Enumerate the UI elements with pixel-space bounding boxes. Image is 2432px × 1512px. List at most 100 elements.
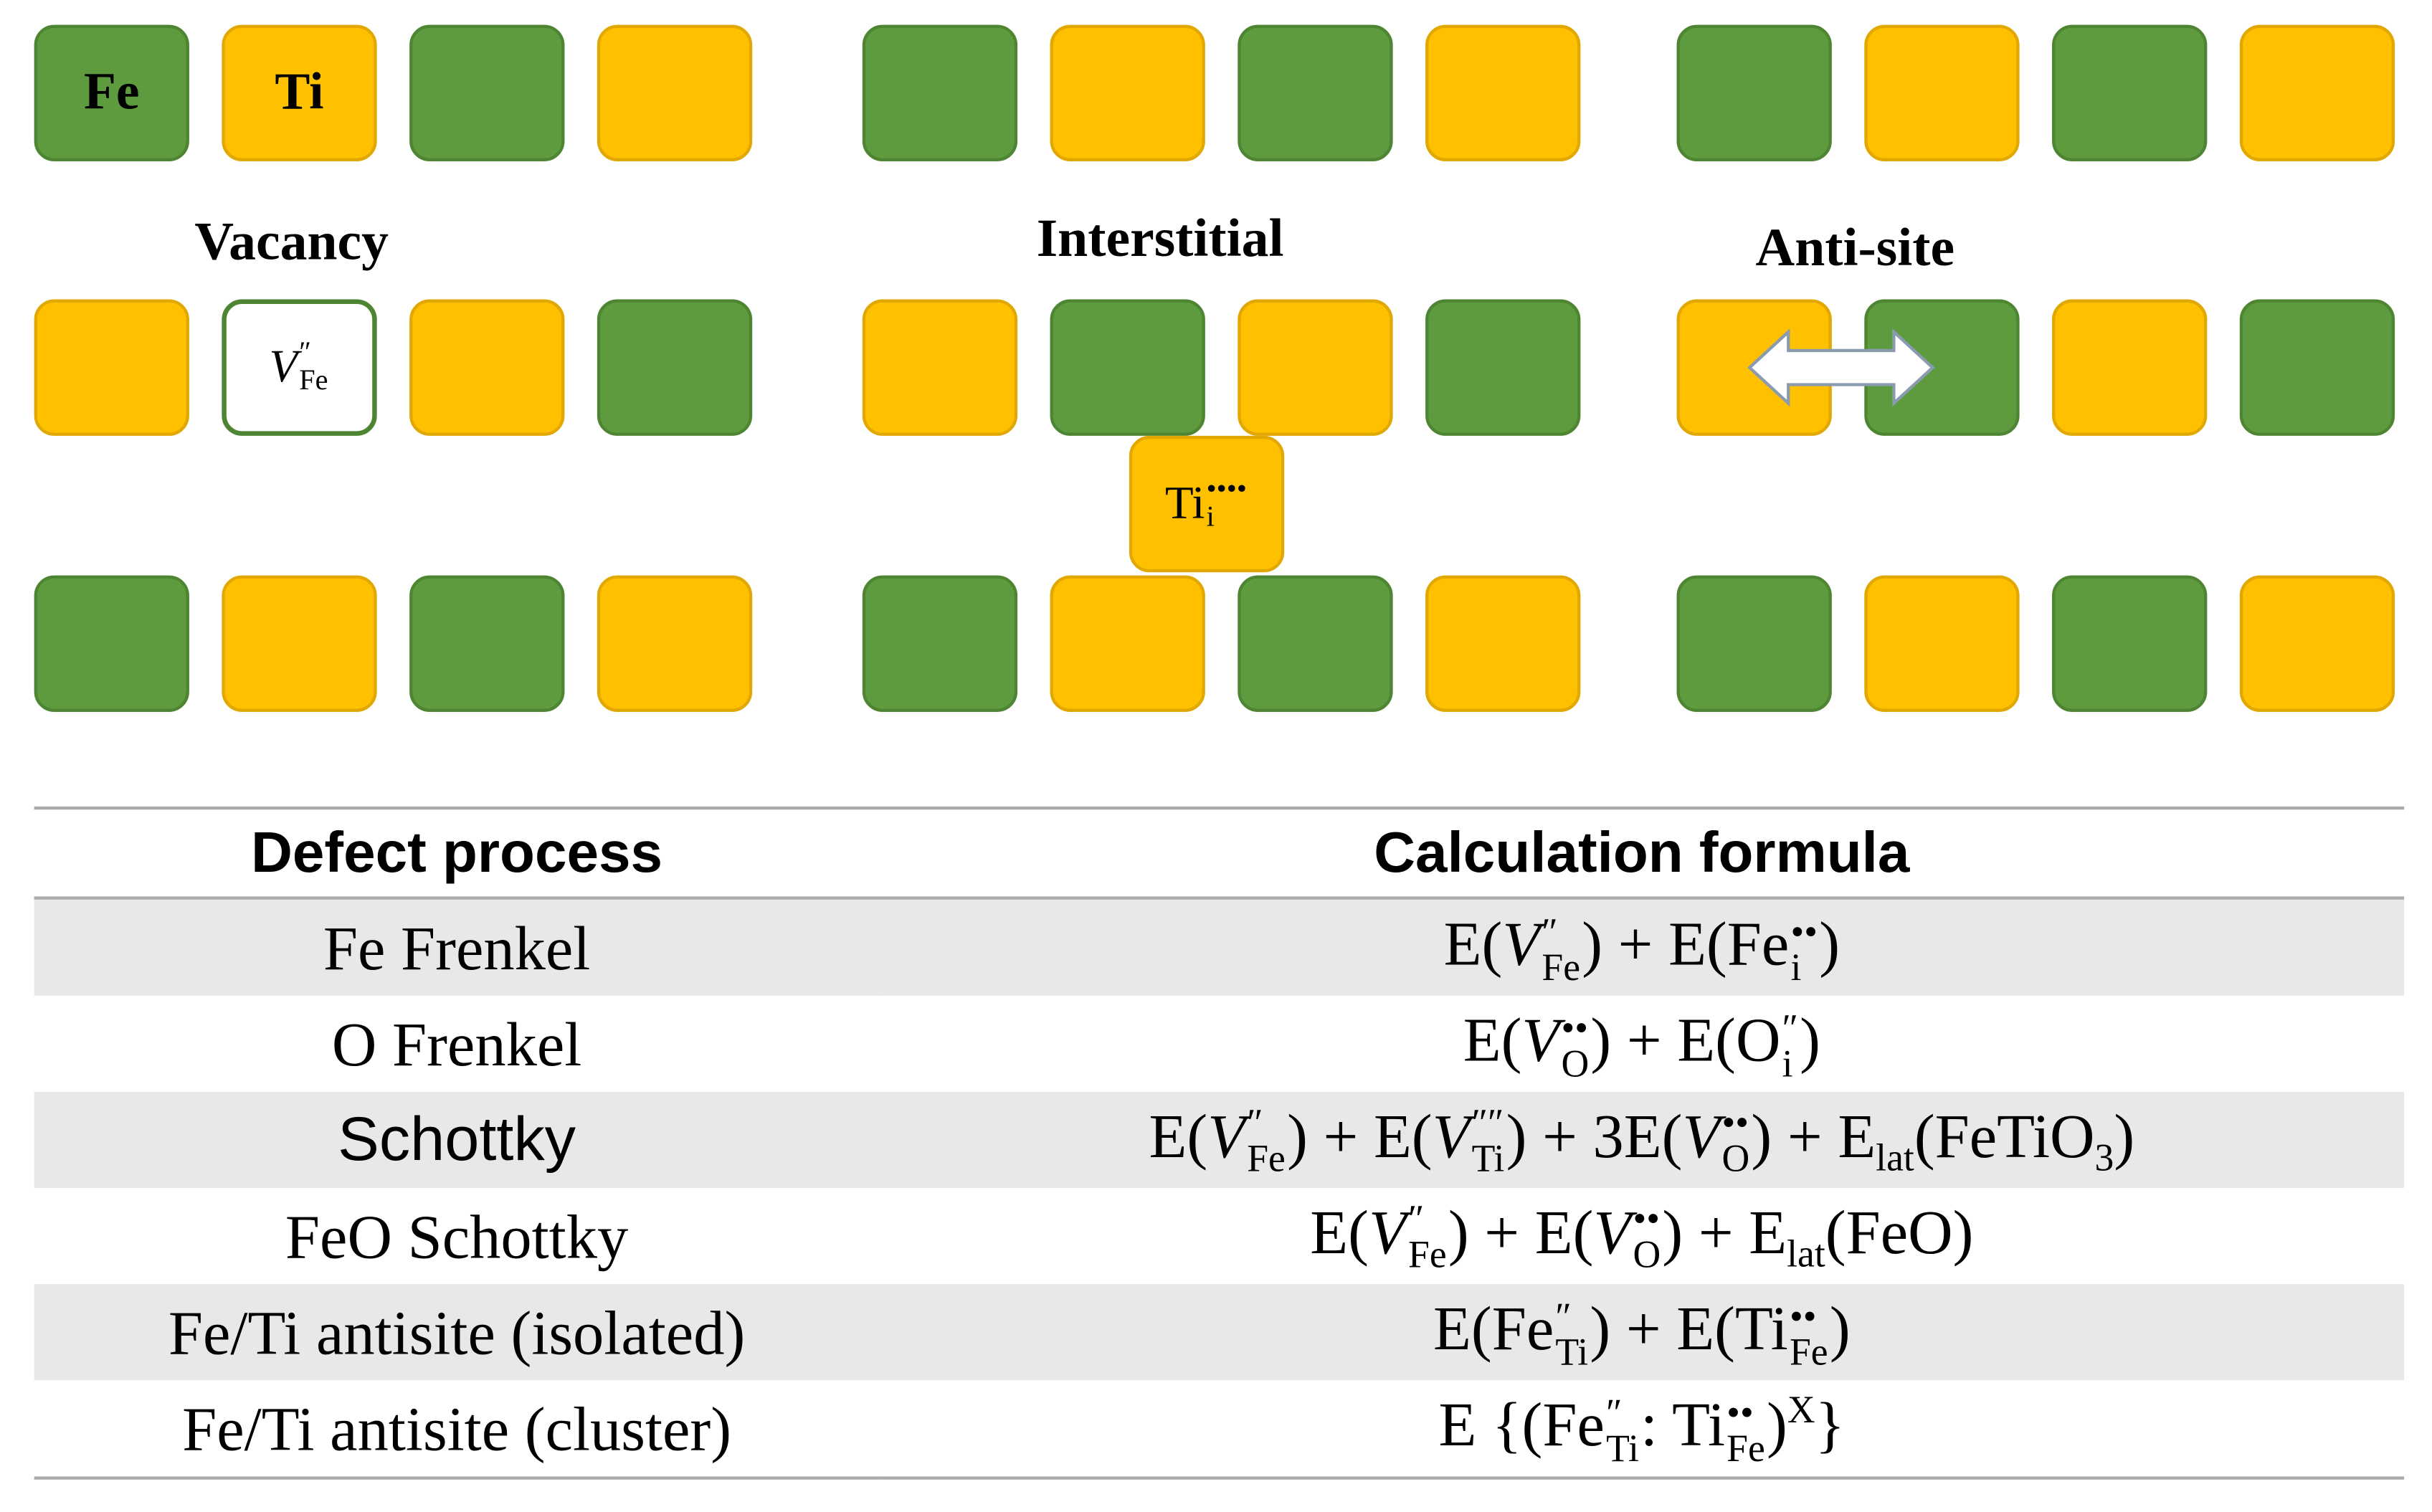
formula-subscript: lat [1876,1137,1914,1179]
table-row: Fe/Ti antisite (cluster) E {(Fe ″ Ti: Ti •• F… [34,1380,2405,1478]
formula-subscript: Ti [1471,1138,1505,1181]
calculation-formula: E(V ″ Fe) + E(Fe •• i) [879,898,2405,996]
lattice-site [1050,575,1205,712]
defect-process: Fe/Ti antisite (cluster) [182,1393,732,1464]
formula-subscript: Fe [1789,1332,1828,1374]
lattice-site [409,24,565,161]
lattice-site [2239,24,2395,161]
lattice-site [409,299,565,436]
lattice-site [1425,299,1581,436]
table-row: Fe/Ti antisite (isolated) E(Fe ″ Ti) + E(Ti… [34,1284,2405,1381]
lattice-site [1050,299,1205,436]
formula-superscript: ″ [1408,1199,1425,1241]
header-cell: Defect process [34,808,880,900]
formula-text: (FeO) [1825,1197,1974,1267]
lattice-site [34,299,189,436]
formula-symbol: V [1368,1197,1407,1267]
formula-stack: •• i [1790,911,1818,990]
formula-text: ) [1800,1005,1820,1075]
formula-stack: ″ Fe [1408,1199,1447,1278]
formula-text: : Ti [1640,1389,1725,1460]
lattice-site: V ″ Fe [222,299,377,436]
formula-symbol: V [1207,1100,1246,1171]
formula-superscript: ″ [1606,1392,1623,1435]
formula-symbol: V [1682,1100,1721,1171]
lattice-site [1050,24,1205,161]
lattice-site: Fe [34,24,189,161]
ti-label: Ti [275,63,324,121]
interstitial-site: Ti •••• i [1129,435,1285,573]
table-row: FeO Schottky E(V ″ Fe) + E(V •• O) + Elat(FeO… [34,1188,2405,1284]
formula-subscript: Ti [1606,1428,1639,1471]
calculation-formula: E(V •• O) + E(O ″ i) [880,996,2405,1092]
lattice-site [862,575,1018,712]
formula-text: ) [1829,1293,1851,1364]
formula-text: E( [1463,1005,1522,1075]
formula-text: ) + E [1662,1197,1787,1267]
formula-superscript: •• [1790,911,1818,954]
lattice-site [222,575,377,712]
formula-text: ) + E(Fe [1582,909,1790,979]
formula-stack: ″ Fe [299,337,328,395]
formula-superscript: •••• [1206,473,1247,506]
formula-superscript: •• [1721,1102,1749,1145]
arrow-shape [1747,328,1935,407]
formula-superscript: ″ [1542,911,1558,954]
lattice-site [597,24,753,161]
formula-text: ) + E(Ti [1590,1293,1788,1364]
formula-subscript: i [1790,948,1802,990]
formula-text: ) + E [1751,1100,1876,1171]
lattice-site [1864,575,2020,712]
formula-stack: ″″ Ti [1471,1105,1505,1181]
formula-subscript: 3 [2094,1137,2114,1179]
interstitial-label: Interstitial [1036,207,1284,269]
fe-label: Fe [83,63,140,121]
formula-superscript: ″ [299,337,311,370]
formula-superscript: •• [1561,1007,1589,1050]
lattice-site [2052,24,2208,161]
formula-symbol: V [1521,1005,1560,1075]
formula-symbol: V [1502,909,1541,979]
table-row: Fe Frenkel E(V ″ Fe) + E(Fe •• i) [34,898,2405,996]
formula-stack: ″ Fe [1542,911,1581,990]
calculation-formula: E(Fe ″ Ti) + E(Ti •• Fe) [879,1284,2405,1381]
formula-superscript: X [1787,1390,1815,1432]
formula-stack: •• Fe [1789,1295,1828,1374]
lattice-site [2052,575,2208,712]
formula-text: ) + 3E( [1506,1100,1683,1171]
header-cell: Calculation formula [879,808,2405,900]
formula-text: ) + E( [1287,1100,1433,1171]
formula-subscript: O [1633,1235,1661,1278]
formula-stack: •• O [1561,1007,1589,1084]
lattice-site [2239,299,2395,436]
formula-superscript: •• [1789,1295,1817,1339]
lattice-site [2239,575,2395,712]
formula-symbol: V [1432,1100,1471,1171]
vacancy-label: Vacancy [194,211,389,272]
lattice-site [1425,575,1581,712]
formula-subscript: i [1782,1044,1793,1086]
formula-subscript: Fe [1726,1428,1765,1471]
formula-text: ) + E(O [1590,1005,1781,1075]
formula-symbol: V [1593,1197,1632,1267]
formula-subscript: lat [1787,1233,1825,1275]
defect-process: Fe/Ti antisite (isolated) [34,1284,880,1381]
formula-subscript: Fe [1542,948,1581,990]
table-row: O Frenkel E(V •• O) + E(O ″ i) [34,996,2405,1092]
lattice-site [1238,24,1393,161]
formula-subscript: Fe [1408,1235,1447,1278]
formula-text: Ti [1165,477,1205,529]
lattice-site [597,299,753,436]
formula-stack: •• O [1721,1102,1749,1179]
formula-stack: •• Fe [1726,1394,1765,1471]
formula-stack: ″ Ti [1606,1392,1639,1471]
table-row: Schottky E(V ″ Fe) + E(V ″″ Ti) + 3E(V •• O) + … [34,1091,2405,1189]
defect-process: FeO Schottky [285,1201,629,1271]
swap-arrow [1747,328,1935,407]
formula-superscript: ″ [1782,1007,1798,1050]
formula-text: E( [1310,1197,1369,1267]
formula-superscript: ″ [1247,1102,1263,1145]
lattice-site [1238,299,1393,436]
